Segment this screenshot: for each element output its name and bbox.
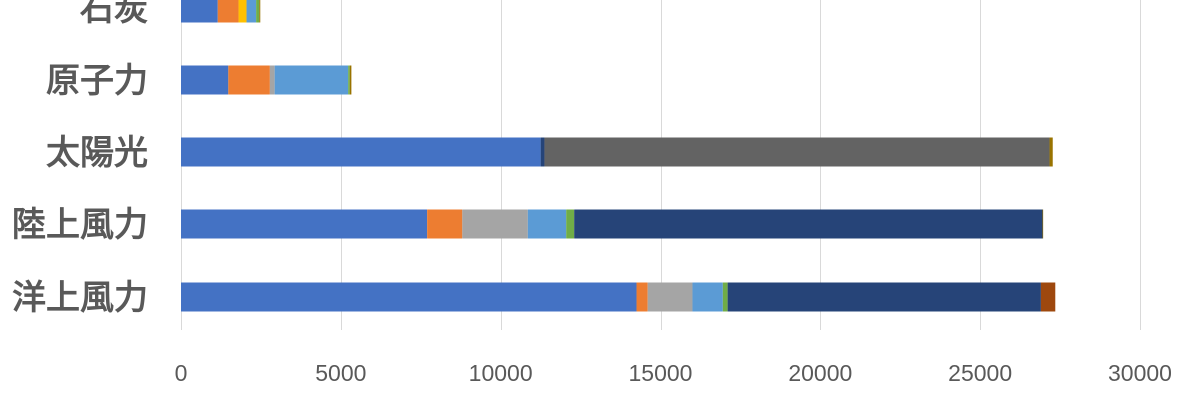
x-tick-label: 30000: [1108, 360, 1172, 386]
x-tick-label: 15000: [629, 360, 693, 386]
bar-segment: [647, 282, 693, 312]
bar-segment: [427, 209, 463, 239]
x-tick-label: 25000: [948, 360, 1012, 386]
bar-segment: [574, 209, 1043, 239]
bar-segment: [1049, 137, 1053, 167]
bar-segment: [259, 0, 261, 23]
bar-segment: [727, 282, 1041, 312]
bar-segment: [544, 137, 1050, 167]
x-axis-tick-labels: 0 5000 10000 15000 20000 25000 30000: [175, 360, 1172, 386]
bar-segment: [217, 0, 239, 23]
bar-segment: [181, 65, 229, 95]
bar-segment: [246, 0, 257, 23]
x-tick-label: 10000: [469, 360, 533, 386]
bar-segment: [256, 0, 260, 23]
category-label: 太陽光: [46, 133, 148, 173]
bar-segment: [228, 65, 270, 95]
bar-segment: [692, 282, 723, 312]
bar-segment: [566, 209, 575, 239]
bar-segment: [349, 65, 352, 95]
bar-segment: [269, 65, 275, 95]
bar-segment: [540, 137, 545, 167]
bar-segment: [527, 209, 567, 239]
bar-segment: [181, 282, 637, 312]
bar-segment: [181, 137, 541, 167]
bar-segment: [462, 209, 528, 239]
category-label: 石炭: [79, 0, 148, 29]
x-tick-label: 0: [175, 360, 188, 386]
x-tick-label: 5000: [315, 360, 366, 386]
bar-segment: [1040, 282, 1056, 312]
category-label: 原子力: [46, 61, 148, 101]
bar-segment: [1042, 209, 1044, 239]
x-tick-label: 20000: [788, 360, 852, 386]
bar-segment: [636, 282, 648, 312]
category-label: 陸上風力: [12, 205, 148, 245]
bar-segment: [722, 282, 728, 312]
bar-segment: [181, 0, 218, 23]
bar-segment: [348, 65, 350, 95]
bar-segment: [181, 209, 428, 239]
bar-segment: [238, 0, 247, 23]
bar-group: [181, 0, 1056, 312]
category-label: 洋上風力: [12, 278, 148, 318]
bar-segment: [274, 65, 349, 95]
